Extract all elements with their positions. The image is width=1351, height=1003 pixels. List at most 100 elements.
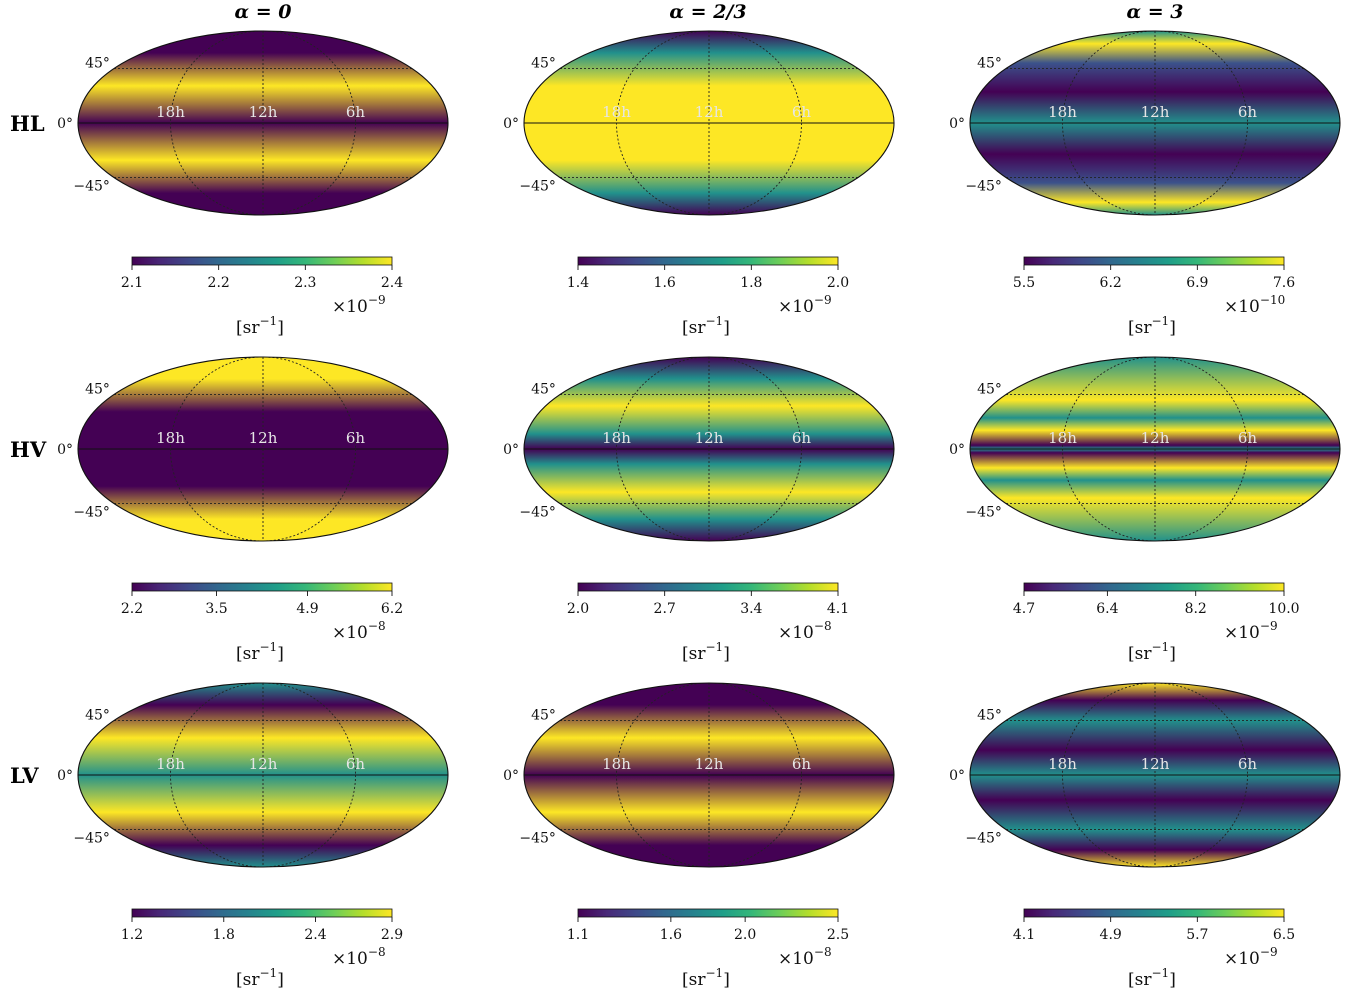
ra-label: 12h: [695, 103, 724, 121]
colorbar-gradient: [577, 582, 839, 592]
map-panel-hv-alpha-3: 18h 12h 6h 45° 0° −45° 4.7 6.4 8.2 10.0 ×10−9 [sr−1…: [949, 356, 1341, 664]
colorbar-tick-label: 4.1: [1013, 927, 1035, 943]
colorbar-gradient: [131, 908, 393, 918]
ra-label: 6h: [1238, 429, 1258, 447]
colorbar-gradient: [577, 908, 839, 918]
ra-label: 6h: [1238, 755, 1258, 773]
ra-label: 6h: [346, 755, 366, 773]
colorbar-unit: [sr−1]: [1128, 966, 1176, 990]
graticule: [970, 31, 1340, 215]
ra-label: 6h: [792, 755, 812, 773]
ra-label: 6h: [792, 103, 812, 121]
graticule: [78, 357, 448, 541]
colorbar-hl-alpha-2-3: 1.4 1.6 1.8 2.0 ×10−9 [sr−1]: [567, 256, 849, 338]
colorbar-unit: [sr−1]: [1128, 640, 1176, 664]
graticule: [524, 683, 894, 867]
colorbar-gradient: [1023, 256, 1285, 266]
colorbar-tick-label: 4.9: [1100, 927, 1122, 943]
colorbar-lv-alpha-0: 1.2 1.8 2.4 2.9 ×10−8 [sr−1]: [121, 908, 403, 990]
latitude-label: 45°: [977, 708, 1002, 724]
colorbar-tick-label: 1.2: [121, 927, 143, 943]
latitude-label: −45°: [73, 830, 110, 846]
colorbar-tick-label: 1.4: [567, 275, 589, 291]
map-panel-lv-alpha-0: 18h 12h 6h 45° 0° −45° 1.2 1.8 2.4 2.9 ×10−8 [sr−1]: [57, 682, 449, 990]
colorbar-unit: [sr−1]: [236, 966, 284, 990]
colorbar-lv-alpha-3: 4.1 4.9 5.7 6.5 ×10−9 [sr−1]: [1013, 908, 1295, 990]
latitude-label: 0°: [57, 442, 73, 458]
latitude-label: 45°: [85, 56, 110, 72]
graticule: [970, 357, 1340, 541]
latitude-label: 45°: [531, 708, 556, 724]
map-outline: [969, 682, 1341, 868]
colorbar-tick-label: 2.3: [294, 275, 316, 291]
column-title-alpha-3: α = 3: [1127, 1, 1184, 23]
colorbar-tick-label: 8.2: [1185, 601, 1207, 617]
latitude-label: 45°: [531, 56, 556, 72]
latitude-label: 0°: [949, 442, 965, 458]
column-title-alpha-2-3: α = 2/3: [669, 1, 746, 23]
row-label-hv: HV: [10, 437, 47, 462]
meridian-ellipse: [170, 357, 356, 541]
colorbar-tick-label: 1.8: [213, 927, 235, 943]
colorbar-tick-label: 6.2: [381, 601, 403, 617]
latitude-label: −45°: [965, 178, 1002, 194]
meridian-ellipse: [170, 683, 356, 867]
colorbar-tick-label: 2.0: [567, 601, 589, 617]
ra-label: 18h: [1048, 103, 1077, 121]
meridian-ellipse: [1062, 357, 1248, 541]
ra-label: 18h: [156, 429, 185, 447]
colorbar-scale-factor: ×10−8: [332, 945, 386, 969]
colorbar-tick-label: 1.6: [654, 275, 676, 291]
colorbar-tick-label: 2.5: [827, 927, 849, 943]
colorbar-scale-factor: ×10−8: [778, 619, 832, 643]
ra-label: 6h: [346, 103, 366, 121]
colorbar-tick-label: 3.4: [740, 601, 762, 617]
ra-label: 12h: [1141, 103, 1170, 121]
latitude-label: 45°: [977, 56, 1002, 72]
colorbar-scale-factor: ×10−9: [1224, 945, 1278, 969]
latitude-label: 0°: [503, 116, 519, 132]
ra-label: 12h: [1141, 429, 1170, 447]
map-panel-lv-alpha-3: 18h 12h 6h 45° 0° −45° 4.1 4.9 5.7 6.5 ×10−9 [sr−1]: [949, 682, 1341, 990]
latitude-label: 45°: [85, 382, 110, 398]
colorbar-gradient: [577, 256, 839, 266]
map-panel-lv-alpha-2-3: 18h 12h 6h 45° 0° −45° 1.1 1.6 2.0 2.5 ×10−8 [sr−1]: [503, 682, 895, 990]
graticule: [78, 683, 448, 867]
ra-label: 18h: [156, 755, 185, 773]
graticule: [970, 683, 1340, 867]
latitude-label: 45°: [531, 382, 556, 398]
colorbar-unit: [sr−1]: [1128, 314, 1176, 338]
meridian-ellipse: [1062, 683, 1248, 867]
latitude-label: 45°: [977, 382, 1002, 398]
ra-label: 6h: [792, 429, 812, 447]
colorbar-tick-label: 5.7: [1186, 927, 1208, 943]
latitude-label: −45°: [965, 830, 1002, 846]
colorbar-tick-label: 10.0: [1268, 601, 1299, 617]
ra-label: 18h: [602, 429, 631, 447]
colorbar-tick-label: 2.1: [121, 275, 143, 291]
colorbar-unit: [sr−1]: [682, 966, 730, 990]
colorbar-hv-alpha-3: 4.7 6.4 8.2 10.0 ×10−9 [sr−1]: [1013, 582, 1300, 664]
latitude-label: 0°: [949, 116, 965, 132]
colorbar-tick-label: 3.5: [205, 601, 227, 617]
latitude-label: 0°: [503, 442, 519, 458]
ra-label: 18h: [1048, 429, 1077, 447]
map-outline: [77, 30, 449, 216]
colorbar-gradient: [1023, 908, 1285, 918]
colorbar-scale-factor: ×10−8: [778, 945, 832, 969]
latitude-label: −45°: [519, 178, 556, 194]
ra-label: 18h: [156, 103, 185, 121]
colorbar-tick-label: 2.7: [654, 601, 676, 617]
sky-maps: 18h 12h 6h 45° 0° −45° 2.1 2.2 2.3 2.4 ×10−9 [sr−1]…: [57, 30, 1341, 990]
ra-label: 12h: [695, 429, 724, 447]
map-outline: [969, 30, 1341, 216]
column-title-alpha-0: α = 0: [235, 1, 292, 23]
latitude-label: −45°: [519, 830, 556, 846]
colorbar-tick-label: 2.4: [381, 275, 403, 291]
ra-label: 12h: [1141, 755, 1170, 773]
colorbar-unit: [sr−1]: [236, 314, 284, 338]
colorbar-tick-label: 2.2: [208, 275, 230, 291]
meridian-ellipse: [616, 357, 802, 541]
colorbar-hv-alpha-0: 2.2 3.5 4.9 6.2 ×10−8 [sr−1]: [121, 582, 403, 664]
